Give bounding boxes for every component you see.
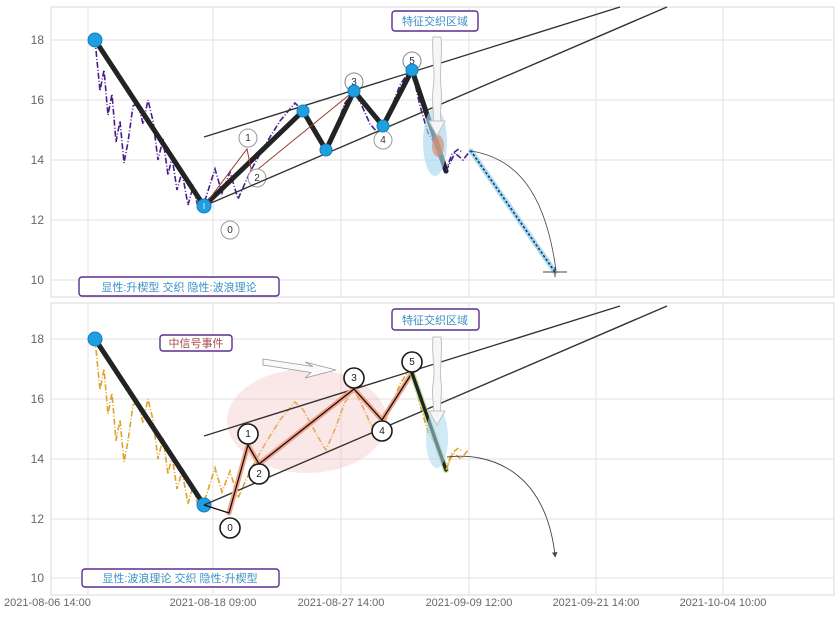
svg-text:显性:升楔型 交织 隐性:波浪理论: 显性:升楔型 交织 隐性:波浪理论	[101, 280, 256, 294]
svg-text:16: 16	[31, 392, 45, 406]
svg-text:0: 0	[227, 225, 233, 236]
svg-text:显性:波浪理论 交织 隐性:升楔型: 显性:波浪理论 交织 隐性:升楔型	[102, 571, 257, 585]
svg-text:2021-09-09 12:00: 2021-09-09 12:00	[426, 597, 513, 609]
svg-text:2021-08-27 14:00: 2021-08-27 14:00	[298, 597, 385, 609]
svg-text:中信号事件: 中信号事件	[169, 337, 224, 350]
svg-text:I: I	[203, 202, 205, 211]
svg-text:12: 12	[31, 512, 45, 526]
svg-text:18: 18	[31, 33, 45, 47]
svg-text:4: 4	[380, 135, 386, 146]
svg-text:16: 16	[31, 93, 45, 107]
svg-text:5: 5	[409, 357, 415, 368]
svg-text:0: 0	[227, 523, 233, 534]
svg-text:特征交织区域: 特征交织区域	[402, 14, 468, 28]
svg-text:4: 4	[379, 426, 385, 437]
svg-text:2021-10-04 10:00: 2021-10-04 10:00	[680, 597, 767, 609]
svg-text:2021-08-18 09:00: 2021-08-18 09:00	[170, 597, 257, 609]
svg-text:3: 3	[351, 373, 357, 384]
svg-text:2021-09-21 14:00: 2021-09-21 14:00	[553, 597, 640, 609]
svg-text:12: 12	[31, 213, 45, 227]
svg-text:14: 14	[31, 153, 45, 167]
svg-text:特征交织区域: 特征交织区域	[402, 313, 468, 327]
svg-text:2: 2	[256, 469, 262, 480]
svg-text:1: 1	[245, 429, 251, 440]
svg-text:14: 14	[31, 452, 45, 466]
svg-text:2021-08-06 14:00: 2021-08-06 14:00	[4, 597, 91, 609]
svg-text:18: 18	[31, 332, 45, 346]
svg-text:10: 10	[31, 273, 45, 287]
svg-text:1: 1	[245, 133, 251, 144]
svg-text:10: 10	[31, 571, 45, 585]
